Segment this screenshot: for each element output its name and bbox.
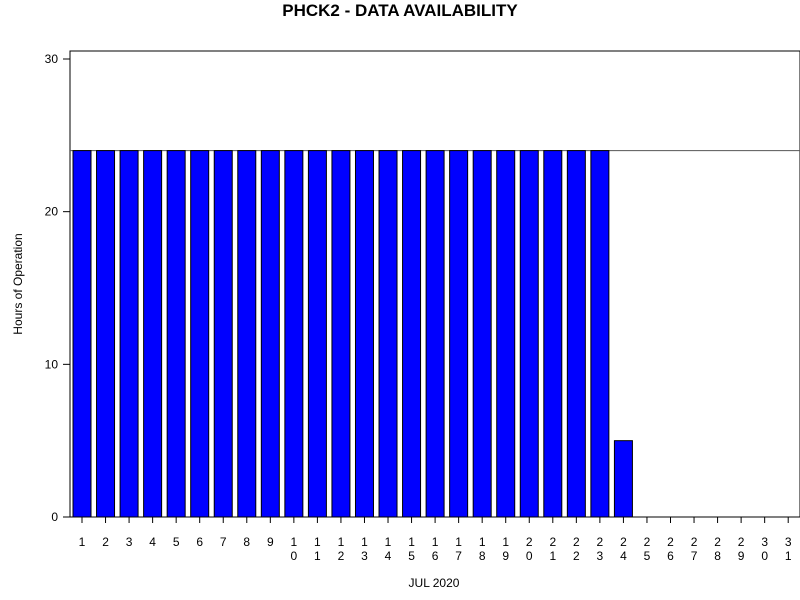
bar bbox=[472, 150, 492, 518]
x-tick-label: 8 bbox=[243, 535, 250, 549]
bar bbox=[72, 150, 92, 518]
bar bbox=[402, 150, 422, 518]
x-tick-label: 5 bbox=[173, 535, 180, 549]
y-tick-label: 30 bbox=[45, 52, 59, 66]
x-tick-label: 4 bbox=[149, 535, 156, 549]
bar bbox=[378, 150, 398, 518]
bar bbox=[307, 150, 327, 518]
x-tick-label: 1 bbox=[79, 535, 86, 549]
bar bbox=[237, 150, 257, 518]
x-tick-label: 7 bbox=[220, 535, 227, 549]
bar bbox=[496, 150, 516, 518]
x-tick-label: 6 bbox=[196, 535, 203, 549]
y-axis-title: Hours of Operation bbox=[11, 233, 25, 334]
chart-title: PHCK2 - DATA AVAILABILITY bbox=[282, 1, 518, 20]
bar bbox=[425, 150, 445, 518]
bar bbox=[260, 150, 280, 518]
x-tick-label: 3 bbox=[126, 535, 133, 549]
bar bbox=[190, 150, 210, 518]
bar bbox=[613, 440, 633, 518]
y-tick-label: 20 bbox=[45, 205, 59, 219]
bar bbox=[284, 150, 304, 518]
bar bbox=[166, 150, 186, 518]
bar bbox=[213, 150, 233, 518]
y-tick-label: 10 bbox=[45, 357, 59, 371]
bar bbox=[519, 150, 539, 518]
x-tick-label: 2 bbox=[102, 535, 109, 549]
bar bbox=[449, 150, 469, 518]
x-tick-label: 9 bbox=[267, 535, 274, 549]
x-axis-title: JUL 2020 bbox=[409, 576, 460, 590]
bar bbox=[590, 150, 610, 518]
bar bbox=[543, 150, 563, 518]
bar bbox=[143, 150, 163, 518]
bar bbox=[566, 150, 586, 518]
bar bbox=[354, 150, 374, 518]
bar bbox=[96, 150, 116, 518]
bar bbox=[119, 150, 139, 518]
y-tick-label: 0 bbox=[51, 510, 58, 524]
bar bbox=[331, 150, 351, 518]
